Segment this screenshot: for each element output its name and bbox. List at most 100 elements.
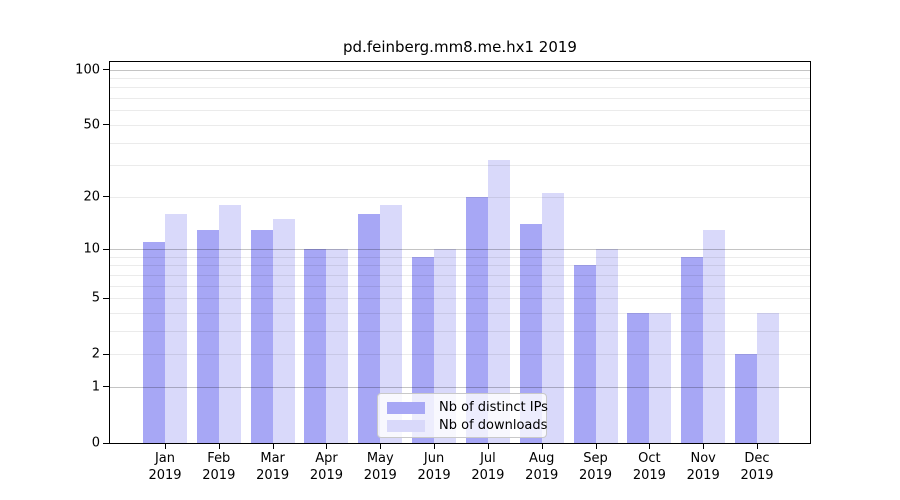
x-tick-mark-jun (434, 443, 436, 449)
legend-item-downloads: Nb of downloads (387, 417, 547, 434)
x-tick-month: May (366, 451, 394, 466)
y-tick-mark-2 (103, 353, 109, 355)
gridline-minor-8 (110, 265, 810, 267)
x-tick-mark-nov (703, 443, 705, 449)
y-tick-label-20: 20 (83, 189, 100, 205)
y-tick-label-0: 0 (91, 435, 100, 451)
x-tick-mark-sep (595, 443, 597, 449)
bar-distinct-ips-sep (573, 265, 596, 443)
gridline-minor-20 (110, 196, 810, 198)
y-tick-label-1: 1 (91, 379, 100, 395)
bar-downloads-feb (218, 204, 241, 443)
gridline-minor-7 (110, 274, 810, 276)
x-tick-month: Nov (690, 451, 716, 466)
y-tick-label-10: 10 (83, 241, 100, 257)
x-tick-year: 2019 (148, 468, 182, 483)
x-tick-year: 2019 (309, 468, 343, 483)
x-tick-label-feb: Feb 2019 (184, 450, 254, 484)
gridline-minor-5 (110, 298, 810, 300)
legend-swatch-distinct-ips (387, 401, 425, 414)
x-tick-label-may: May 2019 (345, 450, 415, 484)
plot-area: Nb of distinct IPs Nb of downloads (109, 61, 811, 444)
y-tick-mark-20 (103, 196, 109, 198)
x-tick-year: 2019 (740, 468, 774, 483)
x-tick-month: Jul (480, 451, 496, 466)
legend-label-distinct-ips: Nb of distinct IPs (439, 400, 548, 415)
bar-downloads-jul (487, 160, 510, 443)
x-tick-year: 2019 (471, 468, 505, 483)
x-tick-year: 2019 (417, 468, 451, 483)
gridline-major-10 (110, 249, 810, 250)
bar-distinct-ips-oct (627, 312, 650, 443)
y-tick-label-100: 100 (75, 62, 100, 78)
x-tick-mark-dec (757, 443, 758, 449)
x-tick-month: Apr (315, 451, 338, 466)
x-tick-mark-may (380, 443, 382, 449)
y-tick-label-50: 50 (83, 117, 100, 133)
gridline-minor-3 (110, 330, 810, 332)
y-tick-mark-5 (103, 297, 109, 299)
x-tick-year: 2019 (202, 468, 236, 483)
y-tick-mark-100 (103, 69, 109, 71)
x-tick-year: 2019 (256, 468, 290, 483)
bar-distinct-ips-mar (250, 229, 273, 443)
x-tick-label-apr: Apr 2019 (291, 450, 361, 484)
bar-distinct-ips-may (358, 213, 381, 443)
x-tick-label-aug: Aug 2019 (507, 450, 577, 484)
x-tick-mark-jul (487, 443, 489, 449)
bar-distinct-ips-jul (465, 196, 488, 443)
x-tick-label-mar: Mar 2019 (238, 450, 308, 484)
x-tick-label-jun: Jun 2019 (399, 450, 469, 484)
bar-downloads-may (380, 204, 403, 443)
x-tick-month: Sep (583, 451, 608, 466)
x-tick-year: 2019 (686, 468, 720, 483)
y-tick-label-2: 2 (91, 346, 100, 362)
x-tick-year: 2019 (525, 468, 559, 483)
gridline-minor-40 (110, 142, 810, 144)
bar-downloads-apr (326, 249, 349, 443)
gridline-minor-90 (110, 78, 810, 80)
x-tick-mark-mar (272, 443, 274, 449)
gridline-minor-4 (110, 312, 810, 314)
gridline-minor-2 (110, 354, 810, 356)
x-tick-year: 2019 (363, 468, 397, 483)
bar-distinct-ips-apr (304, 249, 327, 443)
gridline-major-1 (110, 386, 810, 388)
bar-downloads-mar (272, 218, 295, 443)
x-tick-mark-aug (541, 443, 543, 449)
bar-distinct-ips-dec (735, 354, 757, 443)
x-tick-mark-apr (326, 443, 328, 449)
bar-downloads-oct (649, 312, 672, 443)
x-tick-month: Feb (207, 451, 231, 466)
bar-downloads-aug (541, 192, 564, 443)
x-tick-label-jul: Jul 2019 (453, 450, 523, 484)
y-tick-mark-0 (103, 442, 109, 444)
gridline-minor-70 (110, 98, 810, 100)
x-tick-month: Mar (260, 451, 285, 466)
legend-swatch-downloads (387, 419, 425, 432)
bar-distinct-ips-feb (196, 229, 219, 443)
gridline-minor-9 (110, 256, 810, 258)
x-tick-mark-oct (649, 443, 651, 449)
bar-distinct-ips-nov (681, 256, 704, 443)
bar-downloads-jan (165, 213, 187, 443)
y-tick-mark-10 (103, 248, 109, 250)
x-tick-year: 2019 (632, 468, 666, 483)
gridline-minor-30 (110, 165, 810, 167)
x-tick-label-dec: Dec 2019 (722, 450, 792, 484)
bar-distinct-ips-aug (519, 223, 542, 443)
bar-distinct-ips-jan (143, 241, 165, 443)
y-tick-label-5: 5 (91, 290, 100, 306)
x-tick-month: Dec (744, 451, 770, 466)
y-tick-mark-1 (103, 386, 109, 388)
legend-item-distinct-ips: Nb of distinct IPs (387, 399, 548, 416)
gridline-minor-60 (110, 110, 810, 112)
x-tick-month: Aug (529, 451, 555, 466)
x-tick-label-jan: Jan 2019 (130, 450, 200, 484)
x-tick-year: 2019 (578, 468, 613, 483)
x-tick-month: Jan (154, 451, 176, 466)
x-tick-month: Jun (423, 451, 445, 466)
gridline-major-100 (110, 69, 810, 71)
x-tick-mark-feb (218, 443, 220, 449)
chart-title: pd.feinberg.mm8.me.hx1 2019 (343, 38, 577, 56)
